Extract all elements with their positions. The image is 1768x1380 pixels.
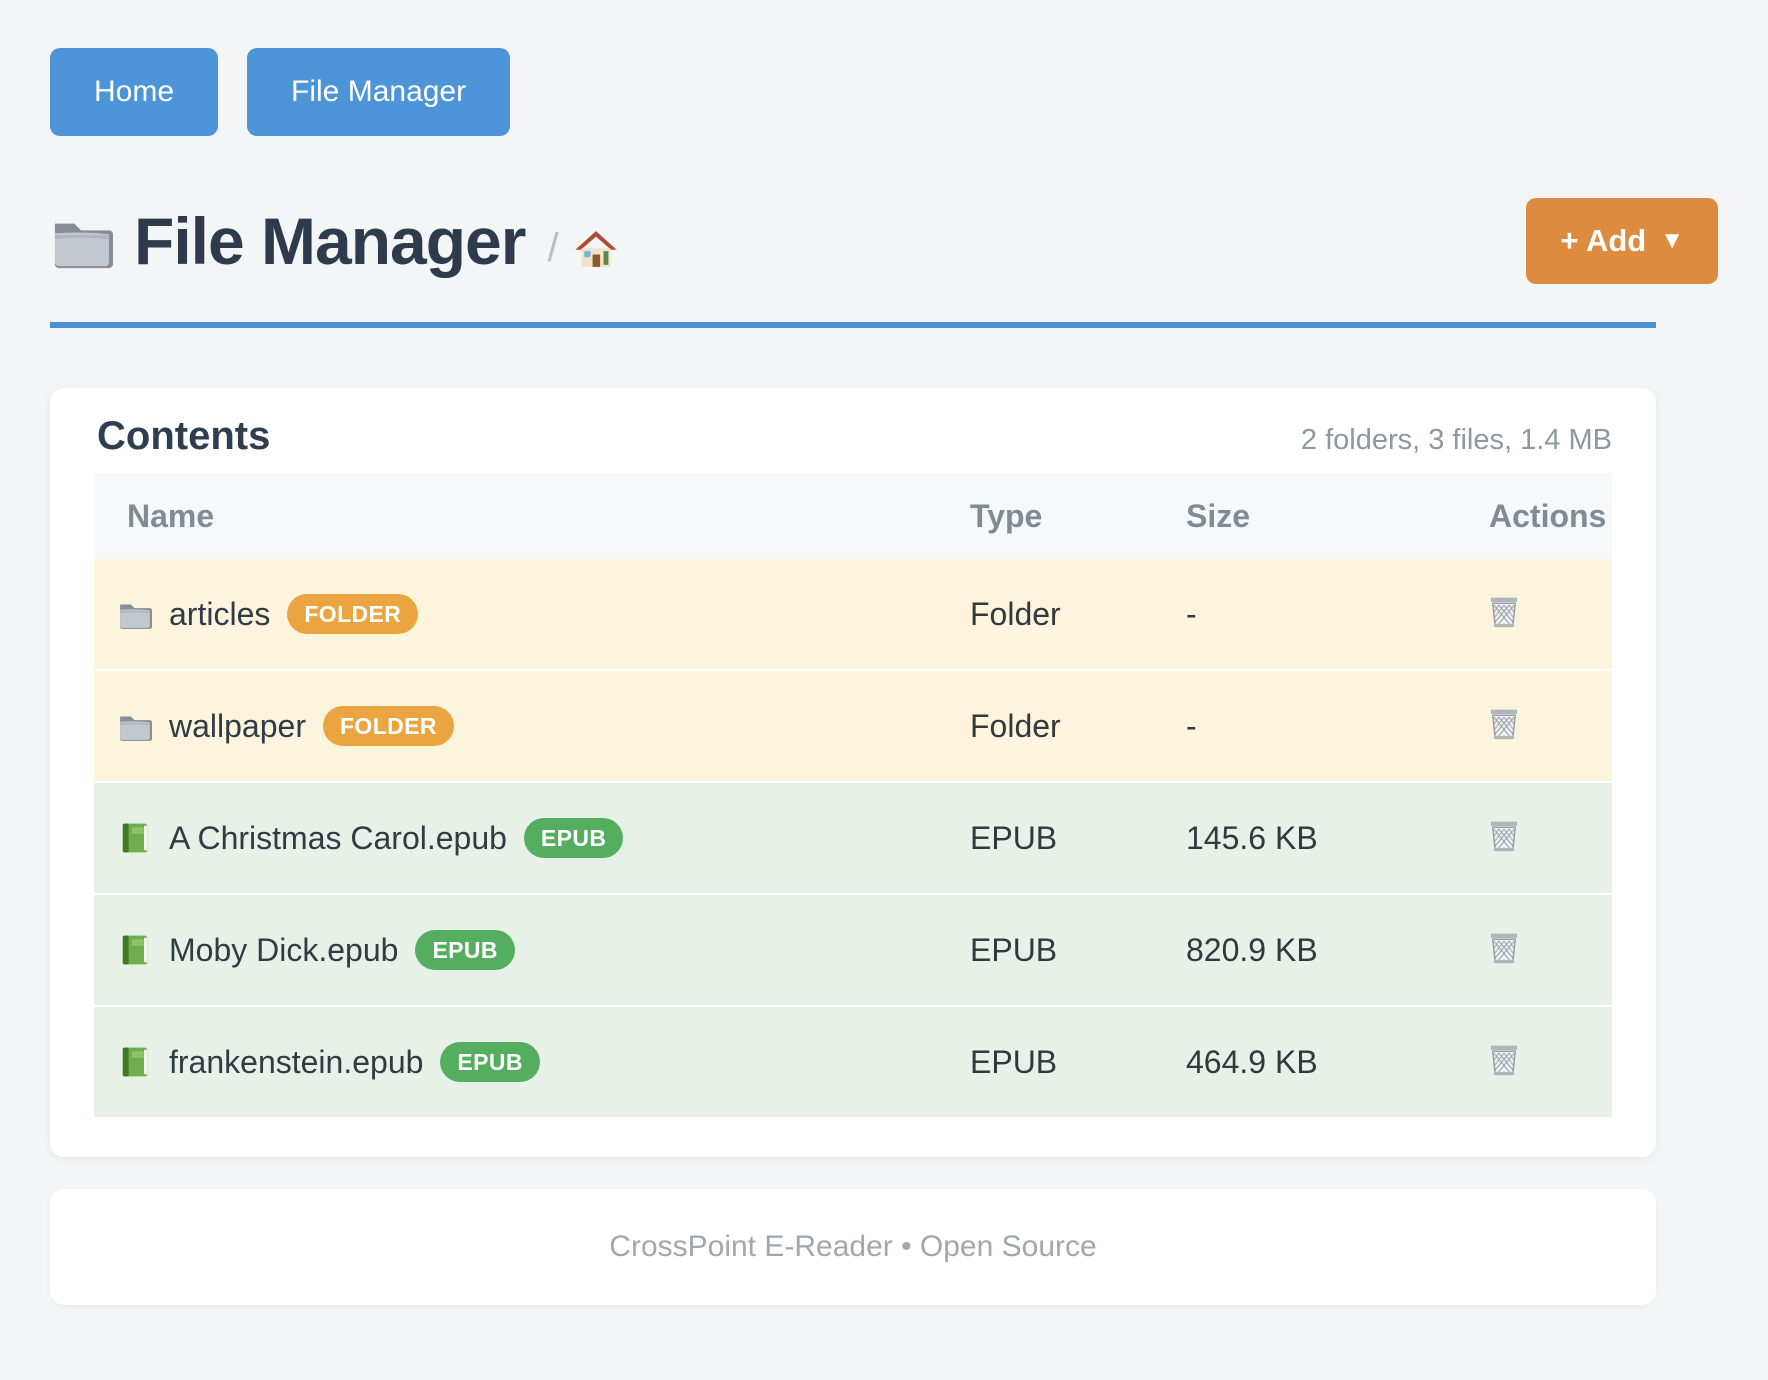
table-row: frankenstein.epub EPUB EPUB 464.9 KB (94, 1005, 1612, 1117)
delete-button[interactable] (1480, 700, 1528, 748)
folder-icon (118, 597, 152, 631)
contents-card: Contents 2 folders, 3 files, 1.4 MB Name… (50, 388, 1656, 1157)
type-badge: EPUB (415, 930, 515, 970)
file-type: EPUB (970, 1005, 1186, 1117)
contents-title: Contents (97, 414, 271, 458)
contents-summary: 2 folders, 3 files, 1.4 MB (1300, 424, 1612, 456)
page-title: File Manager (134, 204, 526, 278)
file-name[interactable]: wallpaper (169, 707, 306, 744)
caret-down-icon: ▼ (1660, 227, 1684, 254)
top-nav: Home File Manager (50, 0, 1718, 136)
trash-icon (1484, 592, 1524, 632)
column-header-type: Type (970, 473, 1186, 559)
file-table-header-row: Name Type Size Actions (94, 473, 1612, 559)
table-row: A Christmas Carol.epub EPUB EPUB 145.6 K… (94, 781, 1612, 893)
file-table-body: articles FOLDER Folder - wallpaper FOLDE… (94, 559, 1612, 1117)
file-name-cell: articles FOLDER (94, 594, 970, 634)
folder-icon (50, 212, 114, 270)
delete-button[interactable] (1480, 588, 1528, 636)
file-name-cell: wallpaper FOLDER (94, 706, 970, 746)
type-badge: EPUB (440, 1042, 540, 1082)
type-badge: FOLDER (322, 706, 454, 746)
house-icon[interactable] (573, 227, 619, 271)
green-book-icon (118, 821, 152, 855)
add-button-label: + Add (1560, 223, 1647, 258)
title-underline (50, 322, 1656, 328)
nav-file-manager-button[interactable]: File Manager (247, 48, 511, 136)
delete-button[interactable] (1480, 924, 1528, 972)
type-badge: FOLDER (287, 594, 419, 634)
trash-icon (1484, 704, 1524, 744)
green-book-icon (118, 933, 152, 967)
breadcrumb-separator: / (547, 225, 559, 270)
file-type: Folder (970, 669, 1186, 781)
file-name-cell: Moby Dick.epub EPUB (94, 930, 970, 970)
table-row: wallpaper FOLDER Folder - (94, 669, 1612, 781)
contents-card-header: Contents 2 folders, 3 files, 1.4 MB (94, 414, 1612, 459)
trash-icon (1484, 816, 1524, 856)
column-header-name: Name (94, 473, 970, 559)
footer-text: CrossPoint E-Reader • Open Source (609, 1230, 1097, 1263)
file-size: 145.6 KB (1186, 781, 1472, 893)
footer: CrossPoint E-Reader • Open Source (50, 1189, 1656, 1305)
add-button[interactable]: + Add ▼ (1526, 198, 1718, 284)
delete-button[interactable] (1480, 812, 1528, 860)
page: Home File Manager File Manager / + Add ▼… (50, 0, 1718, 1305)
file-size: - (1186, 669, 1472, 781)
nav-home-button[interactable]: Home (50, 48, 219, 136)
type-badge: EPUB (523, 818, 624, 858)
file-name[interactable]: A Christmas Carol.epub (169, 819, 507, 856)
file-type: EPUB (970, 781, 1186, 893)
column-header-size: Size (1186, 473, 1472, 559)
column-header-actions: Actions (1472, 473, 1612, 559)
folder-icon (118, 709, 152, 743)
file-name[interactable]: frankenstein.epub (169, 1043, 424, 1080)
page-header: File Manager / + Add ▼ (50, 198, 1718, 284)
file-name[interactable]: Moby Dick.epub (169, 931, 399, 968)
file-name-cell: frankenstein.epub EPUB (94, 1042, 970, 1082)
file-size: - (1186, 559, 1472, 669)
trash-icon (1484, 928, 1524, 968)
file-size: 820.9 KB (1186, 893, 1472, 1005)
file-table: Name Type Size Actions articles FOLDER F… (94, 473, 1612, 1117)
table-row: Moby Dick.epub EPUB EPUB 820.9 KB (94, 893, 1612, 1005)
green-book-icon (118, 1045, 152, 1079)
table-row: articles FOLDER Folder - (94, 559, 1612, 669)
trash-icon (1484, 1040, 1524, 1080)
file-type: Folder (970, 559, 1186, 669)
file-name-cell: A Christmas Carol.epub EPUB (94, 818, 970, 858)
file-name[interactable]: articles (169, 595, 271, 632)
delete-button[interactable] (1480, 1036, 1528, 1084)
title-block: File Manager / (50, 208, 619, 274)
file-size: 464.9 KB (1186, 1005, 1472, 1117)
file-type: EPUB (970, 893, 1186, 1005)
